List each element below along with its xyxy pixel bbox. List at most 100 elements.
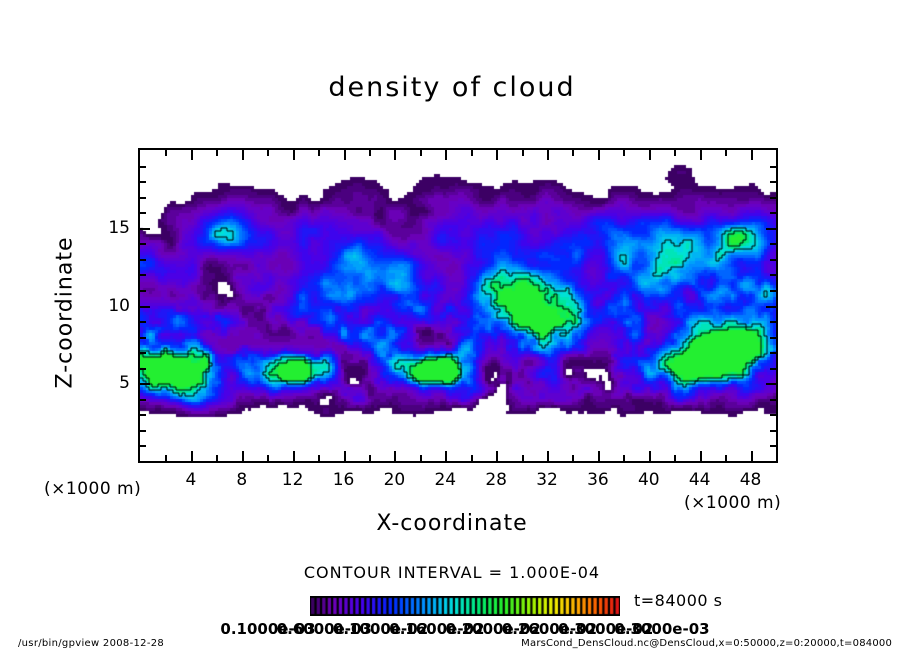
x-axis-tick <box>445 451 448 461</box>
x-axis-tick-top <box>165 150 168 156</box>
x-axis-tick <box>165 455 168 461</box>
x-axis-tick-top <box>394 150 397 160</box>
x-axis-tick <box>267 455 270 461</box>
y-axis-tick <box>140 398 146 401</box>
x-axis-tick-top <box>699 150 702 160</box>
x-axis-tick-top <box>470 150 473 156</box>
y-axis-tick <box>140 383 150 386</box>
x-axis-tick-top <box>648 150 651 160</box>
y-tick-label: 15 <box>108 217 130 238</box>
y-axis-tick-right <box>770 367 776 370</box>
x-axis-tick-top <box>623 150 626 156</box>
x-axis-tick <box>292 451 295 461</box>
x-axis-tick-top <box>318 150 321 156</box>
y-axis-tick <box>140 227 150 230</box>
colorbar[interactable] <box>310 596 620 616</box>
y-axis-tick-right <box>770 336 776 339</box>
y-axis-tick <box>140 321 146 324</box>
y-tick-label: 5 <box>119 373 130 394</box>
footer-command-info: /usr/bin/gpview 2008-12-28 <box>18 638 165 649</box>
x-tick-label: 20 <box>383 470 406 490</box>
x-axis-tick <box>521 455 524 461</box>
y-axis-tick <box>140 414 146 417</box>
x-axis-unit-label: (×1000 m) <box>684 493 782 513</box>
y-axis-tick <box>140 289 146 292</box>
page-title: density of cloud <box>328 72 576 103</box>
y-tick-label: 10 <box>108 295 130 316</box>
x-axis-tick <box>725 455 728 461</box>
y-axis-tick-right <box>770 274 776 277</box>
y-axis-tick <box>140 336 146 339</box>
y-axis-tick-right <box>770 398 776 401</box>
x-axis-tick-top <box>267 150 270 156</box>
x-axis-tick <box>572 455 575 461</box>
time-annotation: t=84000 s <box>634 591 723 610</box>
y-axis-tick-right <box>770 429 776 432</box>
x-axis-tick-top <box>241 150 244 160</box>
x-axis-tick-top <box>725 150 728 156</box>
x-axis-tick-top <box>419 150 422 156</box>
y-axis-tick-right <box>770 243 776 246</box>
colorbar-tick-label: 0.2600e-02 <box>501 620 597 638</box>
y-axis-tick-right <box>770 352 776 355</box>
x-axis-tick <box>419 455 422 461</box>
x-tick-label: 16 <box>332 470 355 490</box>
x-axis-tick <box>597 451 600 461</box>
x-axis-tick <box>241 451 244 461</box>
x-axis-tick-top <box>674 150 677 156</box>
x-axis-tick <box>547 451 550 461</box>
y-axis-tick <box>140 429 146 432</box>
y-axis-tick-right <box>766 305 776 308</box>
y-axis-tick <box>140 165 146 168</box>
y-axis-tick <box>140 274 146 277</box>
y-axis-tick-right <box>766 227 776 230</box>
x-axis-tick-top <box>572 150 575 156</box>
colorbar-tick-label: 0.3000e-03 <box>614 620 710 638</box>
x-tick-label: 4 <box>185 470 197 490</box>
x-axis-tick-top <box>190 150 193 160</box>
colorbar-tick-label: 0.6000e-03 <box>276 620 372 638</box>
x-tick-label: 40 <box>637 470 660 490</box>
x-tick-label: 8 <box>236 470 248 490</box>
x-axis-title: X-coordinate <box>376 511 528 536</box>
y-axis-tick <box>140 196 146 199</box>
y-axis-tick <box>140 181 146 184</box>
x-axis-tick <box>699 451 702 461</box>
contour-interval-label: CONTOUR INTERVAL = 1.000E-04 <box>303 563 601 582</box>
x-axis-tick <box>318 455 321 461</box>
y-axis-tick <box>140 243 146 246</box>
x-tick-label: 36 <box>587 470 609 490</box>
y-axis-tick-right <box>770 321 776 324</box>
y-axis-unit-label: (×1000 m) <box>44 479 142 499</box>
y-axis-tick <box>140 445 146 448</box>
x-axis-tick-top <box>547 150 550 160</box>
x-axis-tick <box>623 455 626 461</box>
y-axis-tick <box>140 352 146 355</box>
x-tick-label: 44 <box>688 470 711 490</box>
y-axis-tick-right <box>766 383 776 386</box>
y-axis-tick <box>140 305 150 308</box>
x-axis-tick <box>496 451 499 461</box>
x-axis-tick <box>750 451 753 461</box>
y-axis-tick <box>140 367 146 370</box>
x-axis-tick-top <box>368 150 371 156</box>
x-axis-tick-top <box>750 150 753 160</box>
colorbar-tick-label: 0.2000e-02 <box>445 620 541 638</box>
colorbar-tick-label: 0.1000e-03 <box>220 620 316 638</box>
plot-area[interactable] <box>138 148 778 463</box>
x-tick-label: 24 <box>434 470 457 490</box>
y-axis-tick-right <box>770 414 776 417</box>
y-axis-tick-right <box>770 258 776 261</box>
colorbar-tick-label: 0.1000e-02 <box>332 620 429 638</box>
x-axis-tick-top <box>292 150 295 160</box>
x-tick-label: 48 <box>739 470 762 490</box>
x-axis-tick <box>470 455 473 461</box>
x-tick-label: 12 <box>281 470 304 490</box>
x-axis-tick <box>648 451 651 461</box>
y-axis-tick-right <box>770 212 776 215</box>
y-axis-tick-right <box>770 196 776 199</box>
x-axis-tick <box>394 451 397 461</box>
y-axis-tick-right <box>770 289 776 292</box>
colorbar-tick-label: 0.3000e-02 <box>558 620 654 638</box>
